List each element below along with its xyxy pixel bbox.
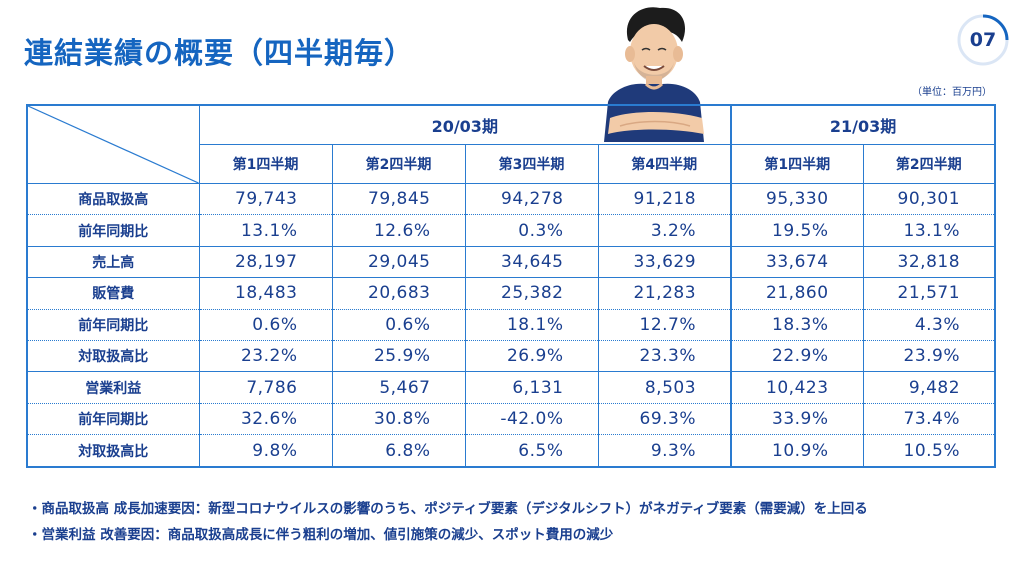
table-corner-cell [26, 104, 200, 184]
quarter-header: 第2四半期 [331, 144, 466, 184]
table-cell: 21,283 [597, 277, 733, 310]
table-cell: 6.5% [464, 434, 599, 468]
table-cell: 28,197 [198, 245, 333, 279]
quarter-header: 第1四半期 [198, 144, 333, 184]
table-cell: 79,845 [331, 182, 466, 216]
table-cell: 0.6% [198, 308, 333, 342]
row-label: 売上高 [26, 245, 200, 279]
table-cell: 26.9% [464, 340, 599, 373]
table-cell: 0.3% [464, 214, 599, 247]
table-cell: 22.9% [730, 340, 864, 373]
page-number-badge: 07 [956, 13, 1010, 67]
quarter-header: 第2四半期 [862, 144, 996, 184]
quarter-header: 第1四半期 [730, 144, 864, 184]
table-cell: 9,482 [862, 371, 996, 404]
table-cell: 21,860 [730, 277, 864, 310]
page-number-ring-icon [957, 14, 1009, 66]
table-cell: 7,786 [198, 371, 333, 404]
table-cell: 21,571 [862, 277, 996, 310]
row-label: 対取扱高比 [26, 434, 200, 468]
table-cell: 30.8% [331, 402, 466, 436]
table-cell: 33,674 [730, 245, 864, 279]
table-cell: 13.1% [198, 214, 333, 247]
row-label: 商品取扱高 [26, 182, 200, 216]
row-label: 営業利益 [26, 371, 200, 404]
table-cell: 10.9% [730, 434, 864, 468]
table-row: 売上高 28,197 29,045 34,645 33,629 33,674 3… [26, 245, 996, 279]
row-label: 販管費 [26, 277, 200, 310]
table-cell: 10,423 [730, 371, 864, 404]
table-row: 商品取扱高 79,743 79,845 94,278 91,218 95,330… [26, 182, 996, 216]
table-cell: 23.3% [597, 340, 733, 373]
table-cell: -42.0% [464, 402, 599, 436]
table-cell: 23.9% [862, 340, 996, 373]
row-label: 前年同期比 [26, 214, 200, 247]
table-cell: 10.5% [862, 434, 996, 468]
page-number: 07 [969, 29, 997, 51]
table-cell: 25.9% [331, 340, 466, 373]
table-cell: 79,743 [198, 182, 333, 216]
table-cell: 13.1% [862, 214, 996, 247]
row-label: 対取扱高比 [26, 340, 200, 373]
table-cell: 8,503 [597, 371, 733, 404]
diagonal-line-icon [28, 106, 199, 183]
table-cell: 18.3% [730, 308, 864, 342]
notes: ・商品取扱高 成長加速要因：新型コロナウイルスの影響のうち、ポジティブ要素（デジ… [28, 496, 868, 548]
table-cell: 95,330 [730, 182, 864, 216]
row-label: 前年同期比 [26, 402, 200, 436]
table-cell: 0.6% [331, 308, 466, 342]
table-cell: 94,278 [464, 182, 599, 216]
table-cell: 18,483 [198, 277, 333, 310]
unit-label: （単位：百万円） [912, 87, 992, 98]
financial-summary-table: 20/03期 21/03期 第1四半期 第2四半期 第3四半期 第4四半期 第1… [26, 104, 997, 468]
table-cell: 12.6% [331, 214, 466, 247]
table-cell: 33.9% [730, 402, 864, 436]
table-cell: 9.8% [198, 434, 333, 468]
page-title: 連結業績の概要（四半期毎） [24, 36, 415, 70]
table-cell: 33,629 [597, 245, 733, 279]
table-cell: 34,645 [464, 245, 599, 279]
table-cell: 12.7% [597, 308, 733, 342]
table-row: 販管費 18,483 20,683 25,382 21,283 21,860 2… [26, 277, 996, 310]
table-cell: 6.8% [331, 434, 466, 468]
note-item: ・営業利益 改善要因：商品取扱高成長に伴う粗利の増加、値引施策の減少、スポット費… [28, 527, 614, 543]
table-cell: 4.3% [862, 308, 996, 342]
table-cell: 20,683 [331, 277, 466, 310]
table-cell: 29,045 [331, 245, 466, 279]
table-row: 前年同期比 0.6% 0.6% 18.1% 12.7% 18.3% 4.3% [26, 308, 996, 342]
table-row: 対取扱高比 23.2% 25.9% 26.9% 23.3% 22.9% 23.9… [26, 340, 996, 373]
table-row: 対取扱高比 9.8% 6.8% 6.5% 9.3% 10.9% 10.5% [26, 434, 996, 468]
table-cell: 25,382 [464, 277, 599, 310]
period-header-21-03: 21/03期 [730, 104, 996, 145]
table-row: 前年同期比 32.6% 30.8% -42.0% 69.3% 33.9% 73.… [26, 402, 996, 436]
row-label: 前年同期比 [26, 308, 200, 342]
table-cell: 19.5% [730, 214, 864, 247]
quarter-header: 第3四半期 [464, 144, 599, 184]
table-cell: 3.2% [597, 214, 733, 247]
note-item: ・商品取扱高 成長加速要因：新型コロナウイルスの影響のうち、ポジティブ要素（デジ… [28, 501, 868, 517]
table-cell: 32.6% [198, 402, 333, 436]
table-cell: 18.1% [464, 308, 599, 342]
table-cell: 69.3% [597, 402, 733, 436]
table-cell: 23.2% [198, 340, 333, 373]
table-cell: 90,301 [862, 182, 996, 216]
table-row: 営業利益 7,786 5,467 6,131 8,503 10,423 9,48… [26, 371, 996, 404]
table-cell: 6,131 [464, 371, 599, 404]
table-cell: 5,467 [331, 371, 466, 404]
table-cell: 32,818 [862, 245, 996, 279]
table-cell: 91,218 [597, 182, 733, 216]
table-row: 前年同期比 13.1% 12.6% 0.3% 3.2% 19.5% 13.1% [26, 214, 996, 247]
table-cell: 73.4% [862, 402, 996, 436]
period-header-20-03: 20/03期 [198, 104, 733, 145]
quarter-header: 第4四半期 [597, 144, 733, 184]
table-cell: 9.3% [597, 434, 733, 468]
